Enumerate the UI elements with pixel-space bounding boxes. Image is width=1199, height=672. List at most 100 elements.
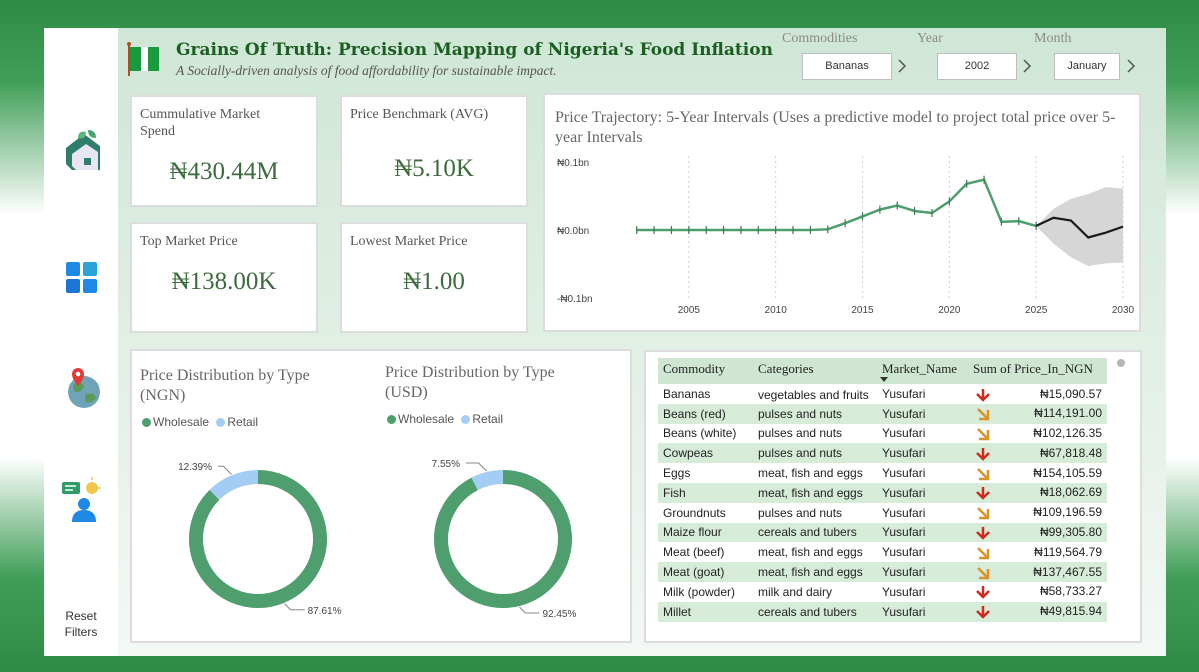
label-leader-line	[218, 465, 232, 475]
market-cell: Yusufari	[882, 505, 926, 520]
trend-diagonal-arrow-icon	[977, 566, 990, 579]
label-leader-line	[466, 462, 487, 472]
price-value: ₦15,090.57	[1039, 387, 1102, 401]
x-tick-label: 2010	[765, 305, 788, 316]
table-row[interactable]: Groundnuts pulses and nuts Yusufari ₦109,19…	[658, 503, 1107, 523]
reset-filters-button[interactable]: Reset Filters	[44, 608, 118, 640]
table-row[interactable]: Meat (goat) meat, fish and eggs Yusufari ₦1…	[658, 562, 1107, 582]
price-value: ₦102,126.35	[1033, 425, 1102, 440]
price-cell: ₦99,305.80	[968, 522, 1107, 543]
price-cell: ₦67,818.48	[968, 443, 1107, 464]
commodities-filter[interactable]: Bananas	[802, 53, 892, 80]
table-row[interactable]: Beans (white) pulses and nuts Yusufari ₦102…	[658, 424, 1107, 444]
month-filter[interactable]: January	[1054, 53, 1120, 80]
table-row[interactable]: Milk (powder) milk and dairy Yusufari ₦58,7…	[658, 582, 1107, 602]
legend-item[interactable]: Wholesale	[153, 415, 210, 429]
column-header-commodity[interactable]: Commodity	[658, 358, 753, 384]
kpi-card-top-price: Top Market Price ₦138.00K	[130, 222, 318, 333]
legend-item[interactable]: Retail	[472, 412, 504, 426]
category-cell: vegetables and fruits	[758, 388, 869, 402]
table-row[interactable]: Fish meat, fish and eggs Yusufari ₦18,062.6…	[658, 482, 1107, 503]
legend-ngn: Wholesale Retail	[142, 415, 258, 429]
price-cell: ₦18,062.69	[968, 482, 1107, 503]
donut-chart-ngn[interactable]: 12.39% 87.61%	[132, 441, 382, 631]
page-title: Grains Of Truth: Precision Mapping of Ni…	[176, 40, 773, 60]
kpi-label: Lowest Market Price	[350, 234, 468, 249]
market-cell: Yusufari	[882, 545, 926, 560]
nigeria-flag-icon	[127, 42, 159, 76]
sort-desc-icon[interactable]	[880, 377, 888, 383]
scroll-indicator-icon[interactable]	[1116, 358, 1126, 368]
table-row[interactable]: Eggs meat, fish and eggs Yusufari ₦154,105.…	[658, 463, 1107, 483]
y-tick-label: ₦0.0bn	[557, 226, 589, 237]
trend-down-arrow-icon	[976, 586, 990, 600]
commodity-cell: Beans (white)	[663, 426, 737, 441]
reset-filters-label: Reset Filters	[64, 609, 98, 639]
category-cell: meat, fish and eggs	[758, 466, 863, 481]
map-icon[interactable]	[62, 366, 102, 414]
sidebar: Reset Filters	[44, 28, 118, 656]
price-value: ₦137,467.55	[1033, 564, 1102, 579]
commodity-cell: Maize flour	[658, 522, 753, 543]
legend-item[interactable]: Retail	[227, 415, 259, 429]
chevron-right-icon[interactable]	[895, 58, 909, 74]
price-cell: ₦109,196.59	[968, 503, 1107, 523]
year-filter-label: Year	[917, 31, 943, 46]
page-subtitle: A Socially-driven analysis of food affor…	[176, 63, 557, 78]
table-row[interactable]: Millet cereals and tubers Yusufari ₦49,815.…	[658, 601, 1107, 622]
price-cell: ₦114,191.00	[968, 403, 1107, 424]
legend-item[interactable]: Wholesale	[398, 412, 455, 426]
donut-slice-retail[interactable]	[471, 470, 504, 491]
column-header-market[interactable]: Market_Name	[877, 358, 968, 384]
market-cell: Yusufari	[882, 466, 926, 481]
chevron-right-icon[interactable]	[1124, 58, 1138, 74]
table-row[interactable]: Beans (red) pulses and nuts Yusufari ₦114,1…	[658, 403, 1107, 424]
commodity-cell: Bananas	[663, 387, 711, 401]
column-header-categories[interactable]: Categories	[753, 358, 877, 384]
column-header-sum-price[interactable]: Sum of Price_In_NGN	[968, 358, 1107, 384]
y-tick-label: -₦0.1bn	[557, 294, 593, 305]
category-cell: pulses and nuts	[758, 505, 843, 520]
commodity-cell: Beans (red)	[658, 403, 753, 424]
donut-chart-usd[interactable]: 7.55% 92.45%	[377, 441, 627, 631]
data-label-retail: 7.55%	[432, 459, 460, 470]
kpi-value: ₦138.00K	[171, 268, 277, 295]
price-distribution-card: Price Distribution by Type (NGN) Wholesa…	[130, 349, 632, 643]
chart-title: Price Distribution by Type (NGN)	[140, 367, 310, 404]
donut-slice-wholesale[interactable]	[189, 470, 327, 608]
donut-slice-retail[interactable]	[209, 470, 259, 501]
home-icon[interactable]	[62, 126, 102, 174]
kpi-value: ₦1.00	[403, 268, 465, 295]
price-cell: ₦58,733.27	[968, 582, 1107, 602]
trend-diagonal-arrow-icon	[977, 467, 990, 480]
price-cell: ₦154,105.59	[968, 463, 1107, 483]
chevron-right-icon[interactable]	[1020, 58, 1034, 74]
price-value: ₦109,196.59	[1033, 505, 1102, 520]
table-row[interactable]: Meat (beef) meat, fish and eggs Yusufari ₦1…	[658, 542, 1107, 562]
trend-down-arrow-icon	[976, 606, 990, 619]
table-row[interactable]: Bananas vegetables and fruits Yusufari ₦15,…	[658, 384, 1107, 404]
price-value: ₦49,815.94	[1039, 604, 1102, 619]
donut-slice-wholesale[interactable]	[434, 470, 572, 608]
year-filter[interactable]: 2002	[937, 53, 1017, 80]
legend-usd: Wholesale Retail	[387, 412, 503, 426]
forecast-line	[1035, 216, 1124, 239]
price-value: ₦99,305.80	[1039, 524, 1102, 539]
price-value: ₦58,733.27	[1039, 584, 1102, 599]
category-cell: meat, fish and eggs	[758, 545, 863, 560]
table-row[interactable]: Cowpeas pulses and nuts Yusufari ₦67,818.48	[658, 443, 1107, 464]
legend-swatch-retail	[216, 418, 226, 427]
price-trajectory-chart[interactable]: ₦0.1bn ₦0.0bn -₦0.1bn 2005 2010 2015 2020 2025 2…	[545, 150, 1139, 330]
commodity-cell: Meat (goat)	[658, 562, 753, 582]
commodity-cell: Millet	[658, 601, 753, 622]
market-cell: Yusufari	[882, 584, 926, 599]
table-row[interactable]: Maize flour cereals and tubers Yusufari ₦99…	[658, 522, 1107, 543]
trend-diagonal-arrow-icon	[977, 408, 990, 421]
kpi-card-price-benchmark: Price Benchmark (AVG) ₦5.10K	[340, 95, 528, 207]
price-series-line	[636, 178, 1037, 232]
insight-icon[interactable]	[62, 476, 102, 524]
price-value: ₦154,105.59	[1033, 465, 1102, 480]
commodity-cell: Fish	[658, 482, 753, 503]
column-header-label: Market_Name	[882, 361, 958, 376]
dashboard-icon[interactable]	[62, 256, 102, 304]
